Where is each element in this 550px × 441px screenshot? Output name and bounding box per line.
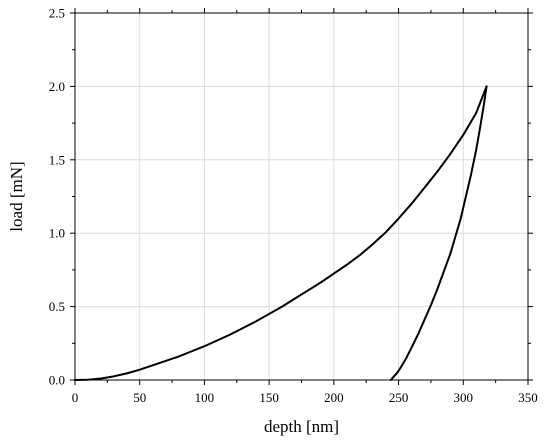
y-tick-label: 0.0 xyxy=(49,373,65,388)
unloading-curve xyxy=(389,85,488,381)
y-axis-title: load [mN] xyxy=(7,161,26,231)
x-tick-labels: 0 50 100 150 200 250 300 350 xyxy=(72,390,538,405)
x-tick-label: 100 xyxy=(195,390,215,405)
x-axis-title: depth [nm] xyxy=(264,417,339,436)
x-tick-label: 250 xyxy=(389,390,409,405)
x-tick-label: 50 xyxy=(133,390,146,405)
y-tick-label: 2.0 xyxy=(49,79,65,94)
x-tick-label: 350 xyxy=(518,390,538,405)
plot-frame xyxy=(74,12,529,381)
x-tick-label: 200 xyxy=(324,390,344,405)
data-curves xyxy=(74,85,488,381)
y-tick-label: 0.5 xyxy=(49,299,65,314)
y-tick-label: 1.5 xyxy=(49,152,65,167)
loading-curve xyxy=(74,85,488,381)
x-tick-label: 300 xyxy=(454,390,474,405)
y-tick-labels: 0.0 0.5 1.0 1.5 2.0 2.5 xyxy=(49,6,65,388)
x-tick-label: 150 xyxy=(259,390,279,405)
x-tick-label: 0 xyxy=(72,390,79,405)
grid-lines xyxy=(75,13,528,380)
y-tick-label: 2.5 xyxy=(49,6,65,21)
y-tick-label: 1.0 xyxy=(49,226,65,241)
axis-ticks xyxy=(70,8,533,385)
